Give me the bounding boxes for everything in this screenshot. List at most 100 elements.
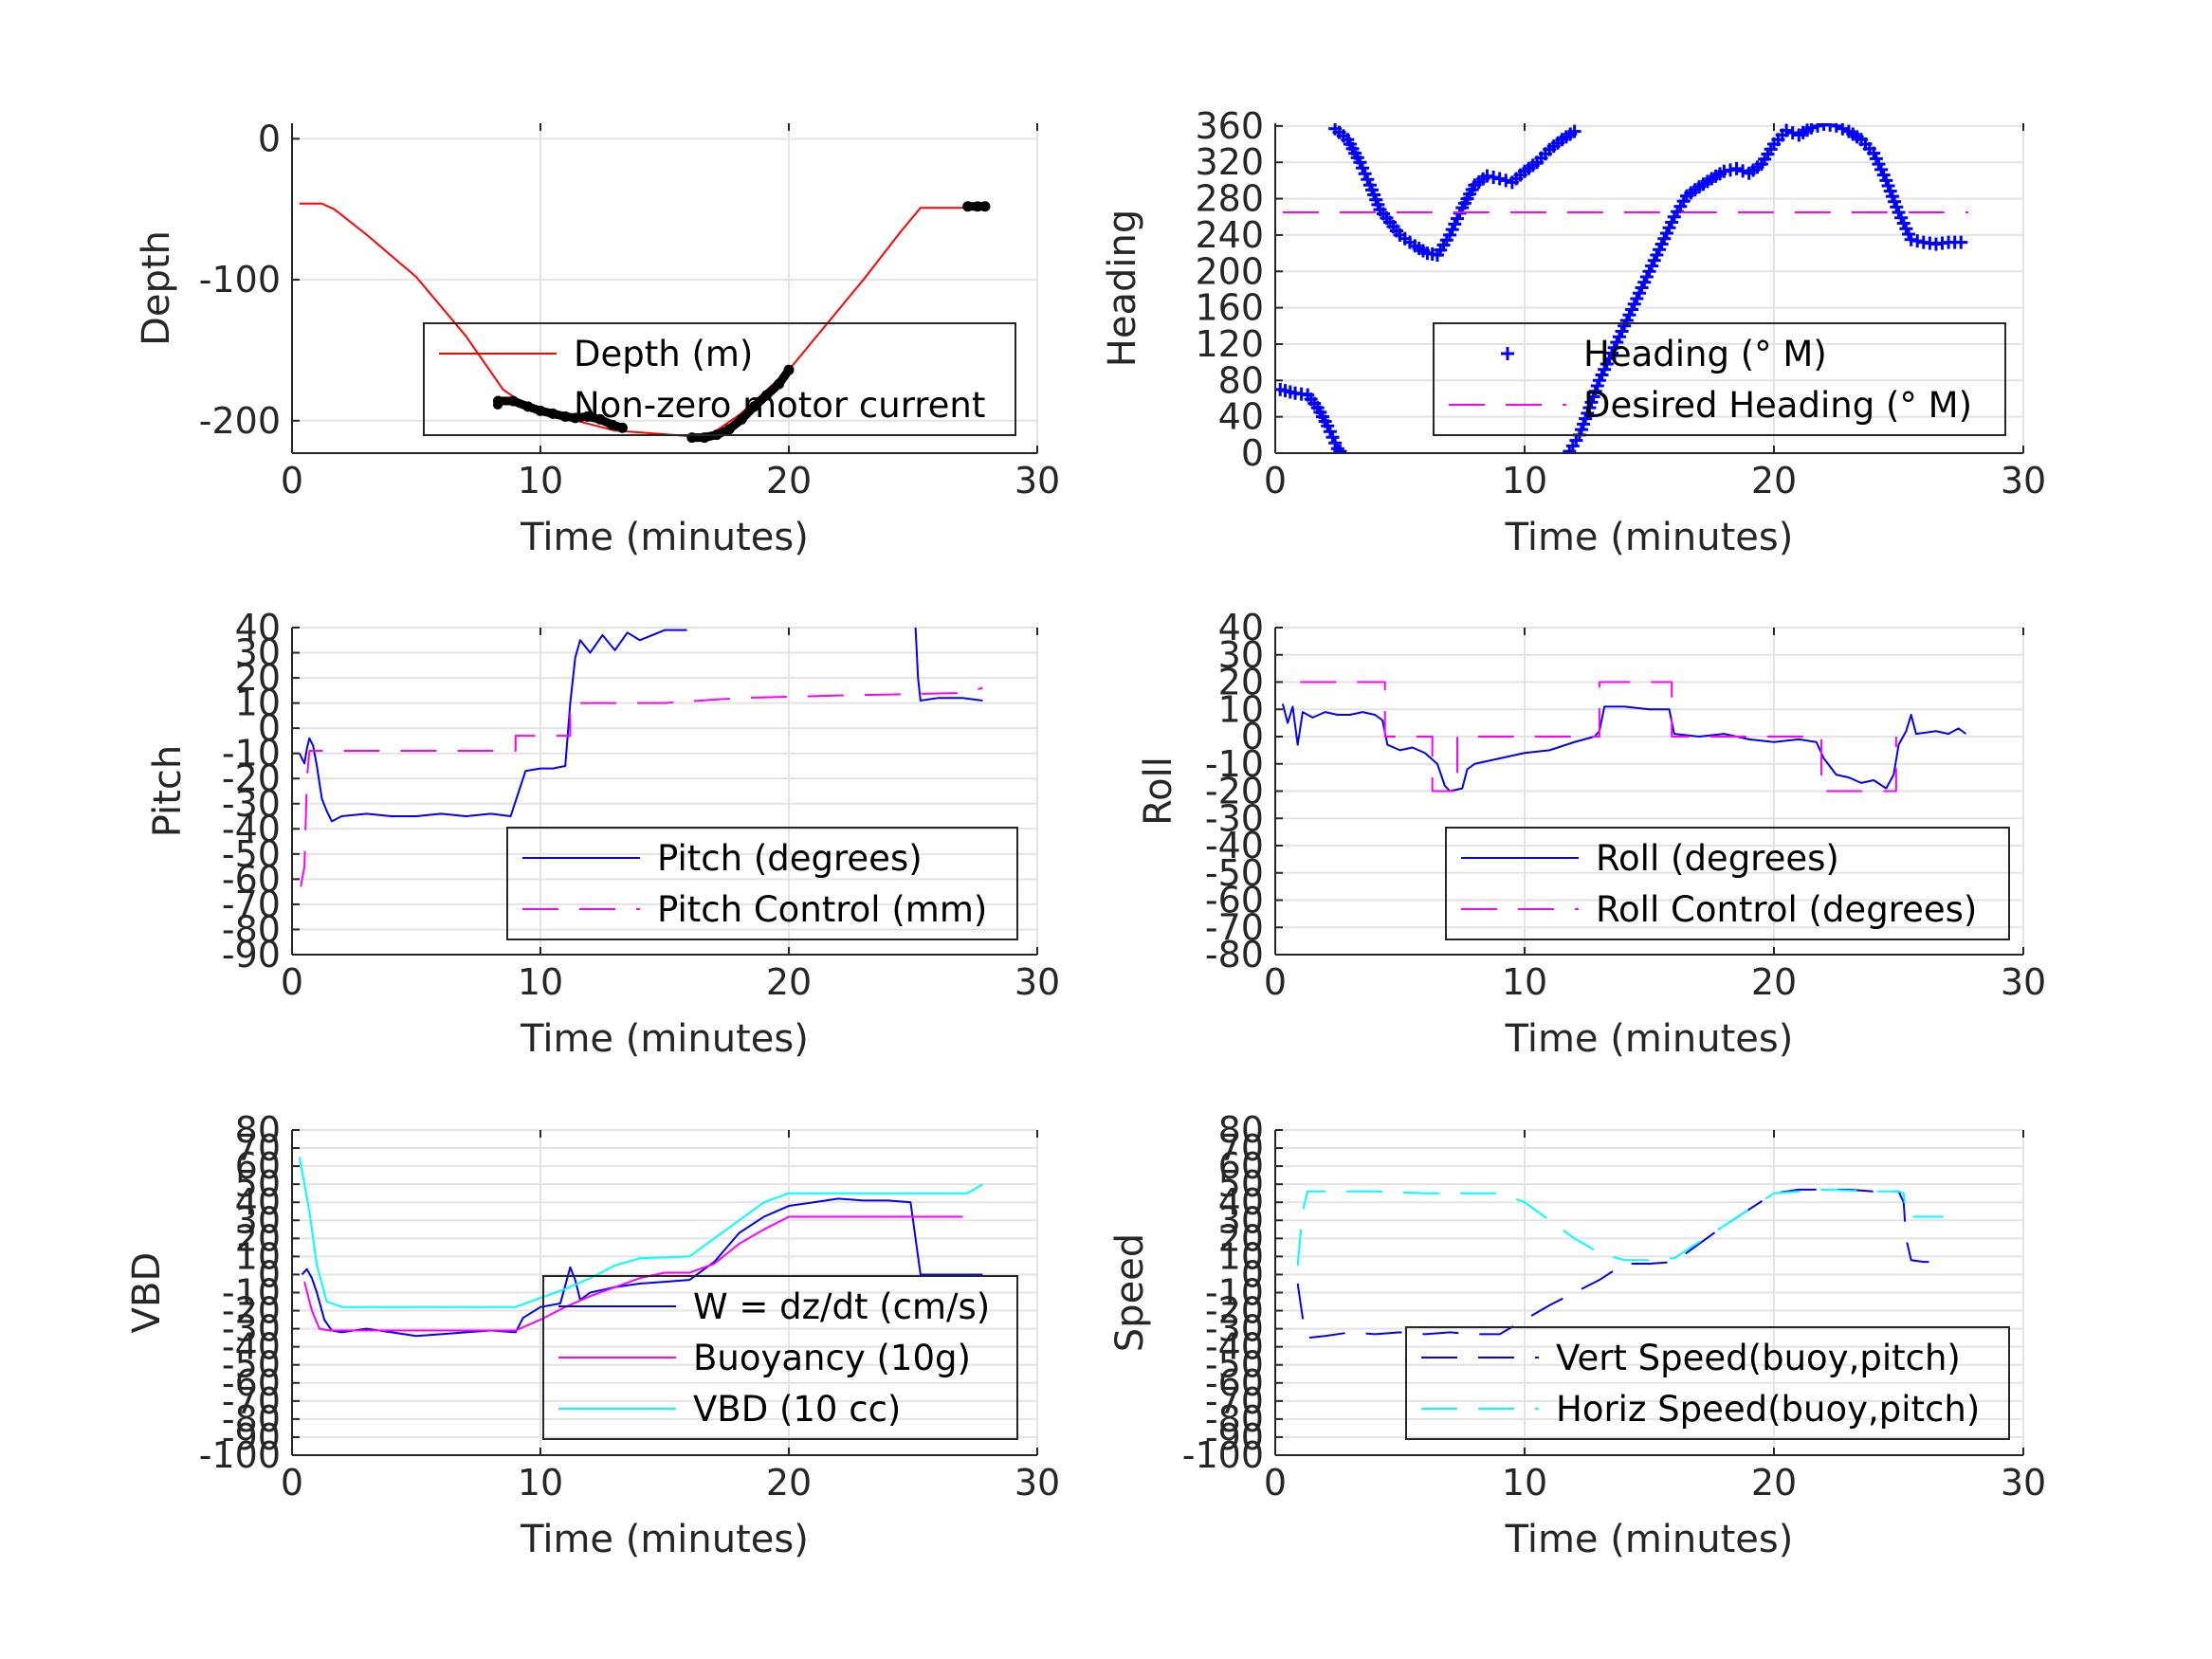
heading-ytick-label: 80 xyxy=(1218,359,1264,401)
roll-ytick-label: -50 xyxy=(1205,852,1264,894)
vbd-legend-label: VBD (10 cc) xyxy=(693,1389,901,1430)
depth-ylabel: Depth xyxy=(135,230,178,346)
depth-legend-label: Depth (m) xyxy=(574,334,753,374)
depth-legend-label: Non-zero motor current xyxy=(574,385,985,426)
speed-ytick-label: 70 xyxy=(1218,1127,1264,1169)
vbd-ytick-label: 0 xyxy=(258,1253,281,1295)
pitch-ytick-label: 30 xyxy=(235,632,281,674)
vbd-ytick-label: -80 xyxy=(222,1398,281,1440)
speed-ytick-label: -20 xyxy=(1205,1290,1264,1332)
heading-legend-swatch xyxy=(1501,347,1514,360)
heading-xtick-label: 10 xyxy=(1502,460,1547,501)
depth-xlabel: Time (minutes) xyxy=(520,516,809,559)
speed-ylabel: Speed xyxy=(1108,1233,1152,1352)
vbd-ytick-label: -40 xyxy=(222,1326,281,1368)
depth-xtick-label: 0 xyxy=(281,460,303,501)
roll-ytick-label: 30 xyxy=(1218,634,1264,676)
subplot-depth: 0 10 20 30 0 -100 -200 Time (minutes) Depth Depth… xyxy=(135,118,1060,559)
heading-ytick-label: 0 xyxy=(1241,432,1264,474)
pitch-ytick-label: 0 xyxy=(258,707,281,749)
speed-xtick-label: 10 xyxy=(1502,1462,1547,1504)
vbd-series-1-line xyxy=(303,1215,963,1332)
depth-series-1-dotline xyxy=(687,365,794,443)
roll-ytick-label: -80 xyxy=(1205,934,1264,975)
depth-ytick-label: -100 xyxy=(199,259,281,301)
depth-ytick-label: 0 xyxy=(258,118,281,159)
vbd-ytick-label: 50 xyxy=(235,1163,281,1205)
roll-xtick-label: 30 xyxy=(2001,961,2046,1003)
vbd-ytick-label: -20 xyxy=(222,1290,281,1332)
depth-ytick-label: -200 xyxy=(199,400,281,442)
speed-ytick-label: 20 xyxy=(1218,1217,1264,1259)
roll-ytick-label: -60 xyxy=(1205,880,1264,921)
depth-legend: Depth (m) Non-zero motor current xyxy=(423,322,1016,436)
pitch-ytick-label: 10 xyxy=(235,683,281,724)
pitch-ytick-label: -90 xyxy=(222,934,281,975)
heading-legend-label: Heading (° M) xyxy=(1583,334,1827,374)
heading-series-0-marker xyxy=(1729,161,1744,175)
heading-series-0-marker xyxy=(1333,445,1347,453)
speed-ytick-label: -60 xyxy=(1205,1362,1264,1404)
vbd-series-2-line xyxy=(298,1157,983,1308)
speed-ytick-label: 50 xyxy=(1218,1163,1264,1205)
speed-legend-label: Horiz Speed(buoy,pitch) xyxy=(1556,1389,1980,1430)
speed-xtick-label: 30 xyxy=(2001,1462,2046,1504)
pitch-xtick-label: 20 xyxy=(766,961,812,1003)
heading-ytick-label: 280 xyxy=(1195,178,1264,220)
vbd-ytick-label: -100 xyxy=(199,1434,281,1476)
vbd-data-area xyxy=(298,1157,983,1338)
roll-ytick-label: 20 xyxy=(1218,662,1264,703)
roll-ytick-label: -40 xyxy=(1205,825,1264,866)
heading-legend: Heading (° M) Desired Heading (° M) xyxy=(1433,322,2006,436)
vbd-ytick-label: 40 xyxy=(235,1181,281,1223)
heading-series-0-marker xyxy=(1829,123,1843,133)
roll-legend-label: Roll (degrees) xyxy=(1596,838,1839,879)
speed-ytick-label: -100 xyxy=(1182,1434,1264,1476)
pitch-ytick-label: -30 xyxy=(222,783,281,825)
roll-series-0-line xyxy=(1281,703,1967,793)
vbd-legend: W = dz/dt (cm/s) Buoyancy (10g) VBD (10 cc… xyxy=(542,1275,1018,1440)
vbd-ytick-label: 80 xyxy=(235,1109,281,1151)
subplot-speed: 0 10 20 3080706050403020100-10-20-30-40-50-… xyxy=(1108,1109,2046,1561)
speed-xtick-label: 20 xyxy=(1751,1462,1797,1504)
speed-ytick-label: -40 xyxy=(1205,1326,1264,1368)
speed-ytick-label: -30 xyxy=(1205,1308,1264,1350)
vbd-ytick-label: 30 xyxy=(235,1199,281,1241)
pitch-ytick-label: -80 xyxy=(222,908,281,950)
pitch-series-0-line xyxy=(298,629,687,823)
pitch-xtick-label: 10 xyxy=(518,961,563,1003)
heading-ytick-label: 360 xyxy=(1195,105,1264,147)
speed-ytick-label: -70 xyxy=(1205,1380,1264,1422)
vbd-ytick-label: -10 xyxy=(222,1272,281,1314)
speed-ytick-label: 10 xyxy=(1218,1235,1264,1277)
roll-legend: Roll (degrees) Roll Control (degrees) xyxy=(1445,827,2010,940)
heading-series-0-marker xyxy=(1811,123,1825,133)
vbd-xtick-label: 10 xyxy=(518,1462,563,1504)
vbd-legend-label: W = dz/dt (cm/s) xyxy=(693,1286,990,1327)
speed-legend-box xyxy=(1405,1326,2010,1440)
pitch-legend-box xyxy=(506,827,1018,940)
depth-series-1-dotline xyxy=(493,396,627,432)
vbd-ytick-label: 60 xyxy=(235,1145,281,1187)
vbd-ytick-label: 70 xyxy=(235,1127,281,1169)
roll-ytick-label: 40 xyxy=(1218,607,1264,648)
subplot-vbd: 0 10 20 3080706050403020100-10-20-30-40-50-… xyxy=(125,1109,1060,1561)
heading-ytick-label: 40 xyxy=(1218,396,1264,438)
pitch-ylabel: Pitch xyxy=(146,745,190,837)
roll-ytick-label: -30 xyxy=(1205,797,1264,839)
roll-legend-box xyxy=(1445,827,2010,940)
subplot-roll: 0 10 20 30403020100-10-20-30-40-50-60-70-80… xyxy=(1137,607,2046,1061)
vbd-ytick-label: -50 xyxy=(222,1344,281,1386)
heading-ylabel: Heading xyxy=(1101,210,1144,367)
roll-ytick-label: -10 xyxy=(1205,743,1264,785)
pitch-xtick-label: 30 xyxy=(1015,961,1060,1003)
vbd-xtick-label: 30 xyxy=(1015,1462,1060,1504)
pitch-series-1-line xyxy=(300,686,983,887)
speed-legend: Vert Speed(buoy,pitch) Horiz Speed(buoy,p… xyxy=(1405,1326,2010,1440)
speed-ytick-label: 80 xyxy=(1218,1109,1264,1151)
heading-series-0-marker xyxy=(1492,172,1507,186)
heading-ytick-label: 120 xyxy=(1195,323,1264,365)
pitch-ytick-label: -60 xyxy=(222,858,281,900)
